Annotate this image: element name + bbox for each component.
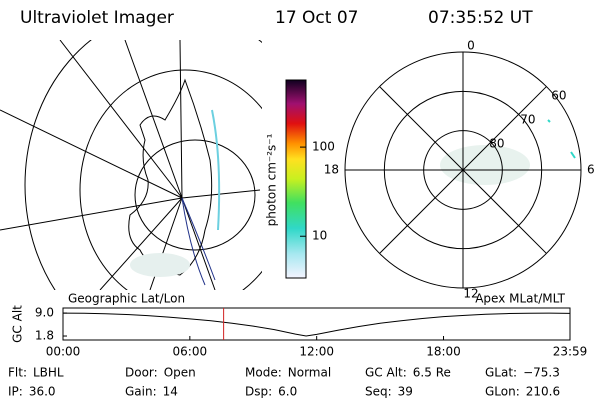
- status-value: 6.5 Re: [413, 366, 451, 380]
- colorbar-tick-label: 10: [312, 229, 327, 243]
- left-label: Geographic Lat/Lon: [68, 292, 185, 306]
- colorbar-label: photon cm⁻²s⁻¹: [265, 133, 279, 226]
- altitude-line: [62, 312, 571, 337]
- colorbar: [285, 79, 307, 279]
- status-label: IP:: [8, 385, 23, 399]
- status-label: Flt:: [8, 366, 27, 380]
- status-label: Seq:: [365, 385, 392, 399]
- y-axis-label: GC Alt: [11, 305, 25, 343]
- status-value: Normal: [288, 366, 331, 380]
- status-label: Gain:: [125, 385, 157, 399]
- x-tick-label: 18:00: [426, 345, 461, 359]
- status-label: Mode:: [245, 366, 282, 380]
- status-value: Open: [164, 366, 196, 380]
- status-value: −75.3: [523, 366, 560, 380]
- status-panel: Flt: LBHL Door: Open Mode: Normal GC Alt: 6.5 R…: [8, 366, 560, 399]
- lat-label: 70: [520, 113, 535, 127]
- status-value: 14: [163, 385, 178, 399]
- y-tick-label: 9.0: [35, 306, 54, 320]
- colorbar-tick-label: 100: [312, 140, 335, 154]
- x-tick-label: 23:59: [553, 345, 588, 359]
- x-tick-label: 12:00: [299, 345, 334, 359]
- emission-spots: [547, 119, 576, 159]
- instrument-title: Ultraviolet Imager: [20, 8, 174, 28]
- status-label: GLat:: [485, 366, 517, 380]
- status-label: Door:: [125, 366, 158, 380]
- right-label: Apex MLat/MLT: [475, 292, 565, 306]
- mlt-label: 0: [467, 39, 475, 53]
- timeline-frame: [62, 307, 571, 341]
- geographic-map: [0, 40, 262, 290]
- mlt-label: 12: [463, 287, 478, 301]
- status-label: Dsp:: [245, 385, 272, 399]
- status-value: 36.0: [29, 385, 56, 399]
- status-value: 210.6: [526, 385, 560, 399]
- status-value: LBHL: [33, 366, 64, 380]
- status-value: 39: [398, 385, 413, 399]
- x-tick-label: 06:00: [173, 345, 208, 359]
- x-tick-label: 00:00: [46, 345, 81, 359]
- mlt-label: 18: [324, 163, 339, 177]
- time: 07:35:52 UT: [428, 8, 533, 28]
- lat-label: 60: [551, 88, 566, 102]
- status-label: GC Alt:: [365, 366, 407, 380]
- date: 17 Oct 07: [275, 8, 358, 28]
- status-value: 6.0: [278, 385, 297, 399]
- lat-label: 80: [489, 137, 504, 151]
- y-tick-label: 1.8: [35, 329, 54, 343]
- mlt-label: 6: [587, 163, 595, 177]
- status-label: GLon:: [485, 385, 520, 399]
- mlt-line: [379, 86, 547, 254]
